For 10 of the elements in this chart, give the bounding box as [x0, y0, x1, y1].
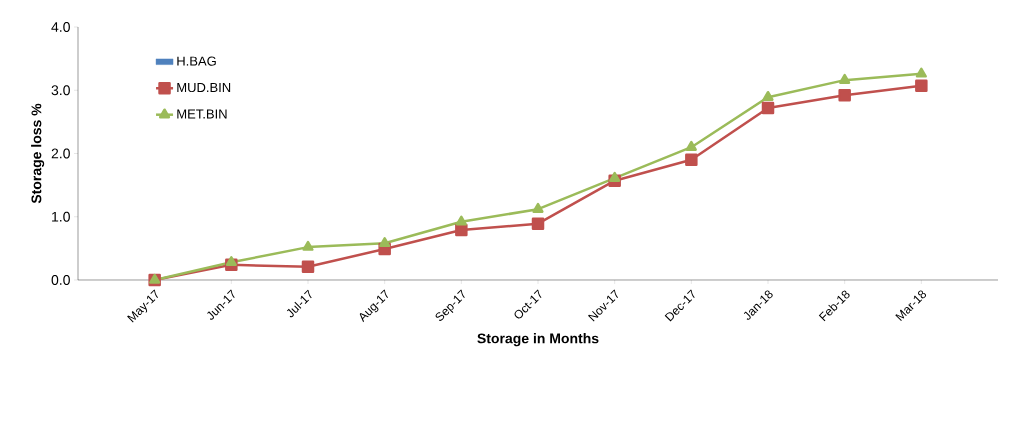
y-axis-title: Storage loss %: [31, 103, 45, 204]
y-tick-label: 1.0: [52, 211, 70, 222]
y-tick-label: 4.0: [51, 22, 70, 32]
x-axis-title: Storage in Months: [477, 333, 599, 347]
legend-label: MET.BIN: [177, 109, 227, 119]
legend-label: MUD.BIN: [177, 83, 231, 93]
y-tick-label: 3.0: [51, 85, 70, 96]
legend-label: H.BAG: [177, 56, 216, 66]
y-tick-label: 0.0: [51, 275, 70, 285]
y-tick-label: 2.0: [51, 148, 70, 159]
